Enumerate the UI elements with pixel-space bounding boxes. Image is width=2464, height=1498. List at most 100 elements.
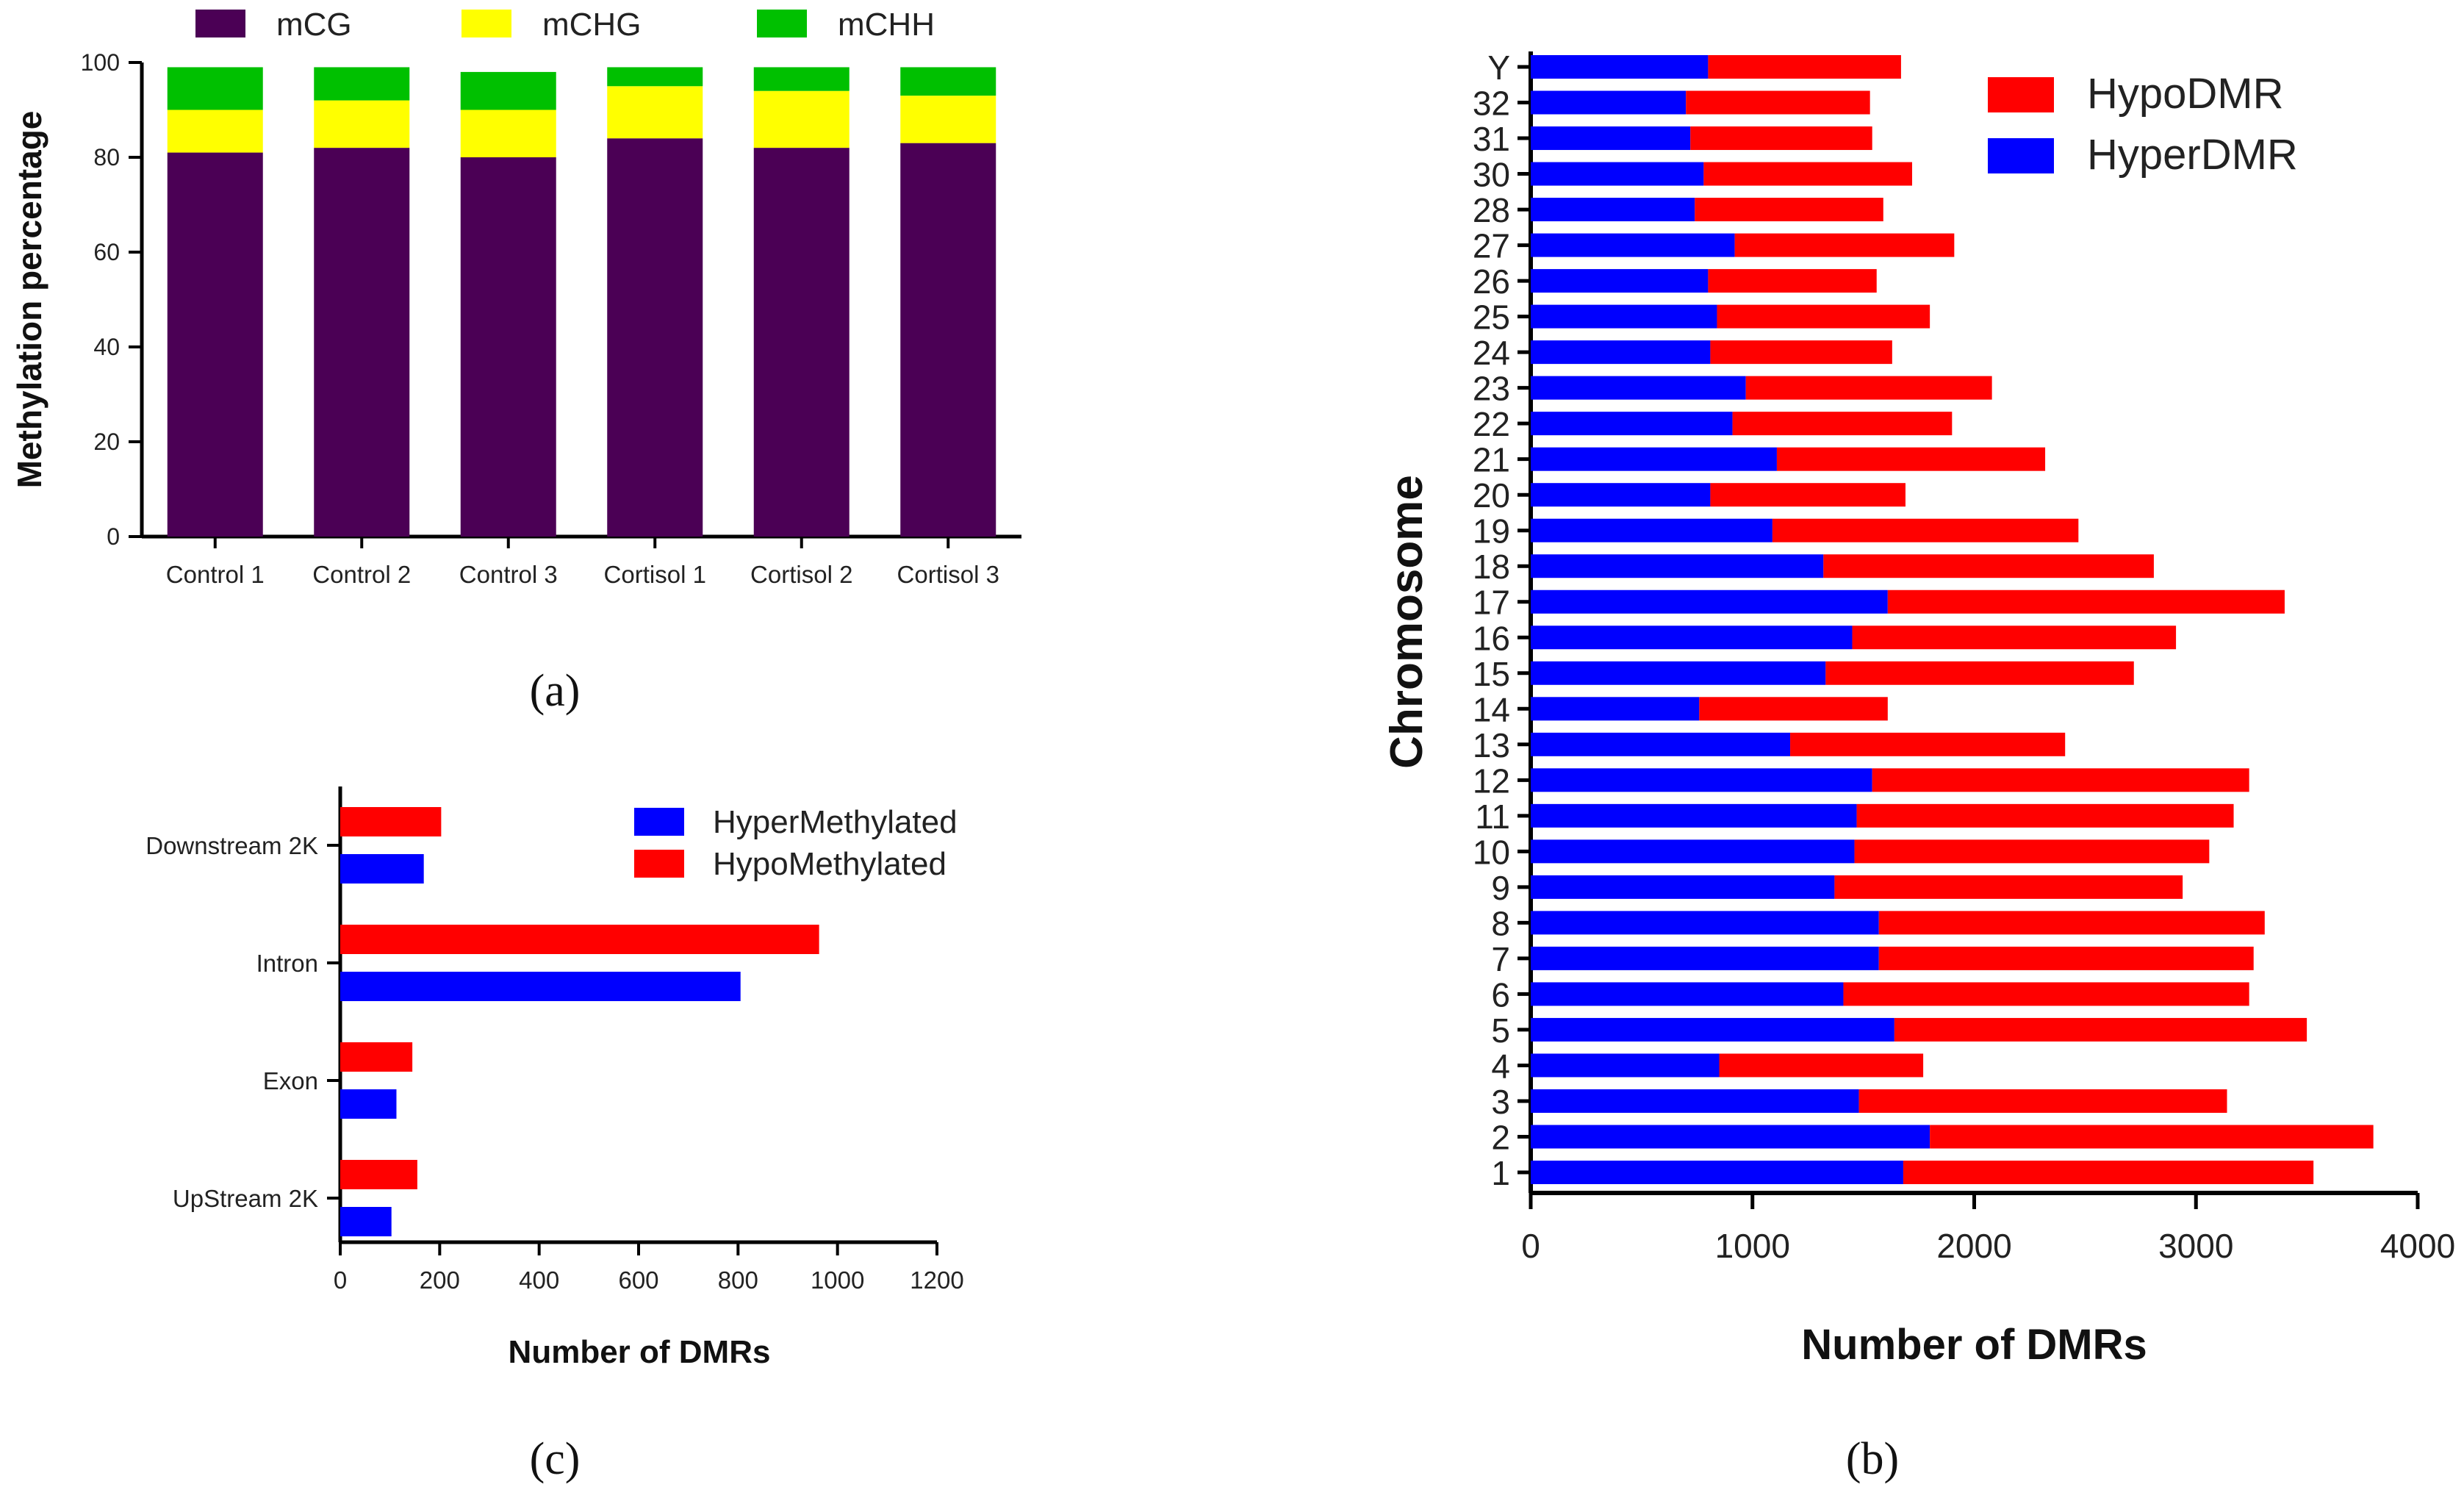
b-y-tick-label-chr-11: 11 [1475, 798, 1510, 836]
b-bar-hypodmr-chr-25 [1717, 304, 1930, 329]
a-bar-mcg-control-3 [460, 157, 556, 537]
panel-c-genomic-region-dmr-chart: Downstream 2K Intron Exon UpStream 2K 0 200 40… [146, 786, 964, 1370]
c-x-tick-label-1200: 1200 [910, 1266, 963, 1294]
c-x-tick-label-200: 200 [420, 1266, 460, 1294]
c-bar-hypermethylated-upstream-2k [340, 1207, 392, 1236]
b-bar-hypodmr-chr-23 [1745, 376, 1992, 400]
b-bar-hypodmr-chr-20 [1710, 483, 1906, 507]
b-bar-hypodmr-chr-12 [1872, 768, 2249, 792]
b-y-tick-label-chr-28: 28 [1473, 191, 1510, 229]
c-bar-hypomethylated-intron [340, 925, 819, 954]
c-y-tick-label-upstream-2k: UpStream 2K [173, 1185, 318, 1212]
a-y-tick-label-100: 100 [81, 49, 120, 76]
c-x-tick-label-600: 600 [618, 1266, 658, 1294]
c-x-tick-label-400: 400 [519, 1266, 559, 1294]
a-bar-mchg-cortisol-1 [607, 86, 703, 139]
b-bar-hyperdmr-chr-y [1531, 55, 1709, 79]
b-y-tick-label-chr-9: 9 [1491, 869, 1510, 907]
c-bar-hypomethylated-downstream-2k [340, 807, 442, 836]
a-bar-mchg-control-1 [167, 110, 263, 153]
c-x-tick-label-0: 0 [334, 1266, 347, 1294]
b-x-tick-label-3000: 3000 [2158, 1227, 2233, 1265]
b-y-tick-label-chr-32: 32 [1473, 85, 1510, 123]
b-bar-hyperdmr-chr-27 [1531, 233, 1735, 257]
a-y-axis-title: Methylation percentage [10, 111, 49, 489]
b-x-tick-label-4000: 4000 [2380, 1227, 2455, 1265]
b-bar-hypodmr-chr-27 [1734, 233, 1955, 257]
b-bar-hyperdmr-chr-28 [1531, 198, 1695, 222]
b-bar-hypodmr-chr-30 [1703, 162, 1913, 186]
a-bar-mcg-control-1 [167, 152, 263, 537]
b-bar-hyperdmr-chr-20 [1531, 483, 1711, 507]
b-bar-hypodmr-chr-9 [1834, 875, 2183, 899]
a-y-tick-label-60: 60 [93, 239, 120, 265]
a-x-tick-label-cortisol-3: Cortisol 3 [897, 561, 999, 588]
b-bar-hypodmr-chr-1 [1903, 1161, 2314, 1184]
a-y-tick-label-80: 80 [93, 144, 120, 171]
b-bar-hypodmr-chr-8 [1878, 911, 2265, 935]
b-bar-hypodmr-chr-5 [1894, 1017, 2307, 1042]
b-bar-hypodmr-chr-2 [1930, 1125, 2374, 1149]
b-bar-hypodmr-chr-4 [1719, 1053, 1924, 1078]
b-bar-hypodmr-chr-7 [1878, 946, 2254, 970]
a-x-tick-label-control-2: Control 2 [312, 561, 411, 588]
a-x-tick-label-control-3: Control 3 [459, 561, 558, 588]
c-y-tick-label-exon: Exon [263, 1067, 318, 1094]
b-bar-hyperdmr-chr-7 [1531, 946, 1879, 970]
b-y-tick-label-chr-y: Y [1487, 49, 1510, 87]
b-bar-hypodmr-chr-16 [1852, 626, 2177, 650]
b-y-tick-label-chr-1: 1 [1491, 1154, 1510, 1192]
panel-label-b: (b) [1846, 1434, 1899, 1484]
c-legend-label-hypermethylated: HyperMethylated [713, 804, 958, 840]
b-bar-hyperdmr-chr-22 [1531, 412, 1733, 436]
b-bar-hypodmr-chr-18 [1823, 554, 2154, 578]
a-bar-mchg-cortisol-2 [753, 90, 850, 148]
b-y-tick-label-chr-15: 15 [1473, 655, 1510, 693]
a-bar-mchh-control-3 [460, 71, 556, 110]
b-y-tick-label-chr-31: 31 [1473, 120, 1510, 158]
b-y-tick-label-chr-13: 13 [1473, 726, 1510, 764]
b-bar-hyperdmr-chr-32 [1531, 90, 1687, 115]
b-legend-swatch-hypodmr [1988, 77, 2054, 112]
b-y-tick-label-chr-12: 12 [1473, 761, 1510, 800]
b-bar-hypodmr-chr-31 [1690, 126, 1872, 151]
c-bar-hypermethylated-downstream-2k [340, 854, 424, 884]
b-bar-hyperdmr-chr-13 [1531, 732, 1791, 756]
b-bar-hyperdmr-chr-10 [1531, 839, 1855, 864]
b-y-tick-label-chr-27: 27 [1473, 227, 1510, 265]
b-legend-swatch-hyperdmr [1988, 138, 2054, 173]
b-bar-hyperdmr-chr-3 [1531, 1089, 1859, 1113]
b-y-tick-label-chr-10: 10 [1473, 833, 1510, 871]
b-bar-hyperdmr-chr-14 [1531, 697, 1700, 721]
a-legend-swatch-mchh [757, 10, 807, 37]
b-bar-hypodmr-chr-32 [1686, 90, 1870, 115]
c-legend-swatch-hypermethylated [634, 808, 684, 836]
b-y-tick-label-chr-19: 19 [1473, 512, 1510, 551]
b-x-axis-title: Number of DMRs [1801, 1321, 2147, 1369]
panel-a-methylation-chart: 0 20 40 60 80 100 Control 1 Control 2 Control 3 C… [10, 7, 1021, 588]
b-bar-hyperdmr-chr-26 [1531, 269, 1709, 293]
b-y-tick-label-chr-17: 17 [1473, 584, 1510, 622]
b-y-axis-title: Chromosome [1382, 475, 1432, 769]
a-y-tick-label-0: 0 [107, 523, 120, 550]
b-bar-hyperdmr-chr-31 [1531, 126, 1691, 151]
a-bar-mcg-control-2 [314, 148, 410, 537]
b-bar-hypodmr-chr-13 [1790, 732, 2066, 756]
b-bar-hyperdmr-chr-15 [1531, 661, 1826, 685]
c-bar-hypomethylated-upstream-2k [340, 1160, 417, 1189]
b-bar-hypodmr-chr-11 [1856, 803, 2234, 828]
b-bar-hyperdmr-chr-4 [1531, 1053, 1720, 1078]
a-legend-label-mcg: mCG [276, 7, 352, 43]
a-x-tick-label-cortisol-2: Cortisol 2 [750, 561, 852, 588]
a-bar-mchg-cortisol-3 [900, 96, 996, 143]
b-bar-hypodmr-chr-3 [1858, 1089, 2227, 1113]
a-bar-mcg-cortisol-3 [900, 143, 996, 537]
b-y-tick-label-chr-30: 30 [1473, 156, 1510, 194]
a-bar-mcg-cortisol-1 [607, 138, 703, 537]
b-bar-hypodmr-chr-6 [1843, 982, 2249, 1006]
a-x-tick-label-control-1: Control 1 [166, 561, 265, 588]
a-bar-mchh-control-1 [167, 67, 263, 110]
a-bar-mchh-cortisol-2 [753, 67, 850, 91]
b-y-tick-label-chr-24: 24 [1473, 334, 1510, 372]
